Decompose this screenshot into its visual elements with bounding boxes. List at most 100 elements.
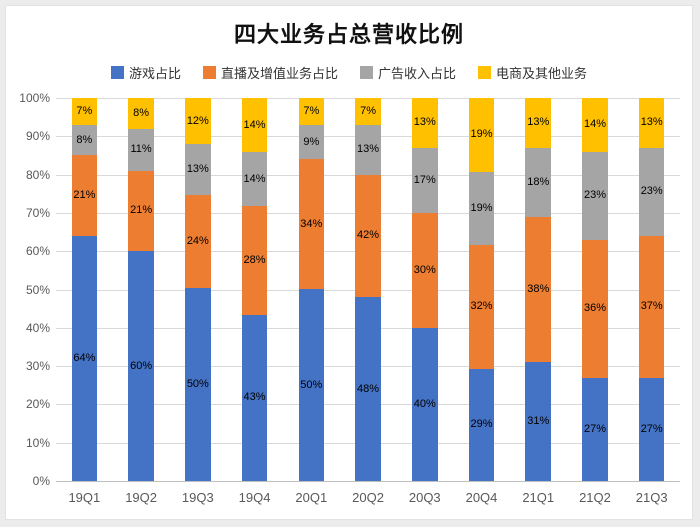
- bar-segment: 13%: [525, 98, 551, 148]
- bar-segment-label: 13%: [357, 143, 380, 156]
- bar-column-21Q1: 13% 18% 38% 31%: [510, 98, 567, 481]
- bar-segment: 23%: [638, 147, 665, 236]
- x-tick-label: 19Q2: [125, 490, 157, 505]
- bar-segment-label: 23%: [583, 189, 606, 202]
- legend-label: 游戏占比: [128, 66, 181, 81]
- bar-column-19Q4: 14% 14% 28% 43%: [226, 98, 283, 481]
- bar-segment-label: 42%: [357, 229, 380, 242]
- bar-segment-label: 9%: [303, 135, 320, 148]
- bar-segment: 17%: [412, 147, 438, 213]
- plot-area: 0% 10% 20% 30% 40% 50% 60% 70% 80% 90% 100% 7% 8% 21%…: [19, 91, 680, 488]
- bar-segment-label: 40%: [413, 397, 436, 410]
- bar-segment: 28%: [241, 206, 268, 315]
- bar-segment-label: 8%: [133, 106, 150, 119]
- bar-segment: 7%: [355, 98, 381, 125]
- y-tick-label: 30%: [25, 359, 50, 374]
- bar-segment-label: 43%: [243, 391, 266, 404]
- bar-segment: 64%: [71, 235, 98, 481]
- bar-segment-label: 32%: [470, 300, 493, 313]
- bar-segment-label: 23%: [640, 185, 663, 198]
- stacked-bar: 14% 23% 36% 27%: [582, 98, 608, 481]
- bar-segment: 24%: [185, 194, 211, 288]
- bar-segment-label: 18%: [527, 175, 550, 188]
- bar-segment-label: 12%: [186, 114, 209, 127]
- legend-label: 直播及增值业务占比: [220, 66, 338, 81]
- bar-segment-label: 27%: [640, 422, 663, 435]
- x-tick-label: 19Q4: [238, 490, 271, 505]
- x-tick-label: 20Q4: [465, 490, 498, 505]
- bar-segment: 50%: [298, 289, 325, 481]
- bar-segment: 14%: [241, 152, 268, 207]
- bar-segment-label: 38%: [527, 282, 550, 295]
- bar-segment: 19%: [468, 171, 495, 245]
- bar-column-21Q2: 14% 23% 36% 27%: [567, 98, 624, 481]
- bar-segment-label: 24%: [186, 234, 209, 247]
- y-tick-label: 50%: [25, 282, 50, 297]
- stacked-bar: 13% 23% 37% 27%: [638, 98, 665, 481]
- y-tick-label: 20%: [25, 397, 50, 412]
- bar-segment: 7%: [298, 98, 325, 125]
- bar-segment: 13%: [185, 144, 211, 195]
- bar-segment-label: 48%: [357, 382, 380, 395]
- y-tick-label: 100%: [19, 91, 50, 105]
- x-tick-label: 21Q1: [522, 490, 555, 505]
- bar-segment-label: 13%: [640, 116, 663, 129]
- y-tick-label: 0%: [32, 474, 50, 488]
- bar-segment: 11%: [128, 128, 154, 171]
- bar-segment: 60%: [128, 251, 154, 481]
- bar-segment-label: 8%: [76, 133, 93, 146]
- bar-segment: 7%: [71, 98, 98, 125]
- legend-item: 电商及其他业务: [478, 63, 587, 82]
- bar-segment: 37%: [638, 235, 665, 378]
- bar-segment-label: 21%: [130, 204, 153, 217]
- bar-segment-label: 34%: [300, 217, 323, 230]
- bar-segment: 21%: [128, 170, 154, 252]
- bar-column-19Q3: 12% 13% 24% 50%: [169, 98, 226, 481]
- bar-segment: 21%: [71, 155, 98, 236]
- bar-segment-label: 19%: [470, 128, 493, 141]
- bar-segment: 8%: [128, 98, 154, 129]
- bar-segment: 13%: [355, 124, 381, 175]
- stacked-bar: 13% 18% 38% 31%: [525, 98, 551, 481]
- y-tick-label: 60%: [25, 244, 50, 259]
- bar-segment-label: 14%: [243, 172, 266, 185]
- bar-segment: 13%: [412, 98, 438, 148]
- y-tick-label: 80%: [25, 167, 50, 182]
- bar-column-20Q4: 19% 19% 32% 29%: [453, 98, 510, 481]
- bar-segment: 43%: [241, 314, 268, 481]
- y-tick-label: 10%: [25, 435, 50, 450]
- bar-column-20Q3: 13% 17% 30% 40%: [396, 98, 453, 481]
- stacked-bar: 7% 8% 21% 64%: [71, 98, 98, 481]
- bar-segment-label: 19%: [470, 201, 493, 214]
- bar-segment-label: 27%: [583, 422, 606, 435]
- bar-segment: 23%: [582, 151, 608, 240]
- bar-segment-label: 50%: [186, 377, 209, 390]
- legend-item: 直播及增值业务占比: [202, 63, 338, 82]
- bar-column-20Q2: 7% 13% 42% 48%: [340, 98, 397, 481]
- bar-segment-label: 29%: [470, 418, 493, 431]
- bar-segment: 40%: [412, 327, 438, 481]
- legend-label: 广告收入占比: [378, 66, 457, 81]
- legend-item: 游戏占比: [110, 63, 181, 82]
- stacked-bar: 8% 11% 21% 60%: [128, 98, 154, 481]
- bar-segment: 19%: [468, 98, 495, 172]
- bar-segment-label: 14%: [583, 118, 606, 131]
- bars-container: 7% 8% 21% 64% 8% 11% 21% 60% 12% 13% 24% 50% 14% 14% 2…: [56, 98, 680, 481]
- bar-column-19Q2: 8% 11% 21% 60%: [113, 98, 170, 481]
- legend-swatch-icon: [360, 66, 373, 79]
- bar-segment-label: 7%: [360, 104, 376, 117]
- legend-swatch-icon: [478, 66, 492, 79]
- bar-segment: 27%: [582, 377, 608, 481]
- bar-segment: 32%: [468, 245, 495, 369]
- bar-segment-label: 31%: [527, 415, 550, 428]
- x-axis-labels: 19Q1 19Q2 19Q3 19Q4 20Q1 20Q2 20Q3 20Q4 21Q1 21Q2…: [56, 482, 680, 519]
- bar-column-21Q3: 13% 23% 37% 27%: [623, 98, 680, 481]
- bar-segment: 48%: [355, 297, 381, 481]
- y-tick-label: 70%: [25, 205, 50, 220]
- x-tick-label: 20Q3: [408, 490, 441, 505]
- bar-segment: 42%: [355, 174, 381, 298]
- bar-segment: 12%: [185, 98, 211, 145]
- x-tick-label: 20Q1: [295, 490, 328, 505]
- bar-segment: 8%: [71, 124, 98, 156]
- bar-segment: 30%: [412, 212, 438, 328]
